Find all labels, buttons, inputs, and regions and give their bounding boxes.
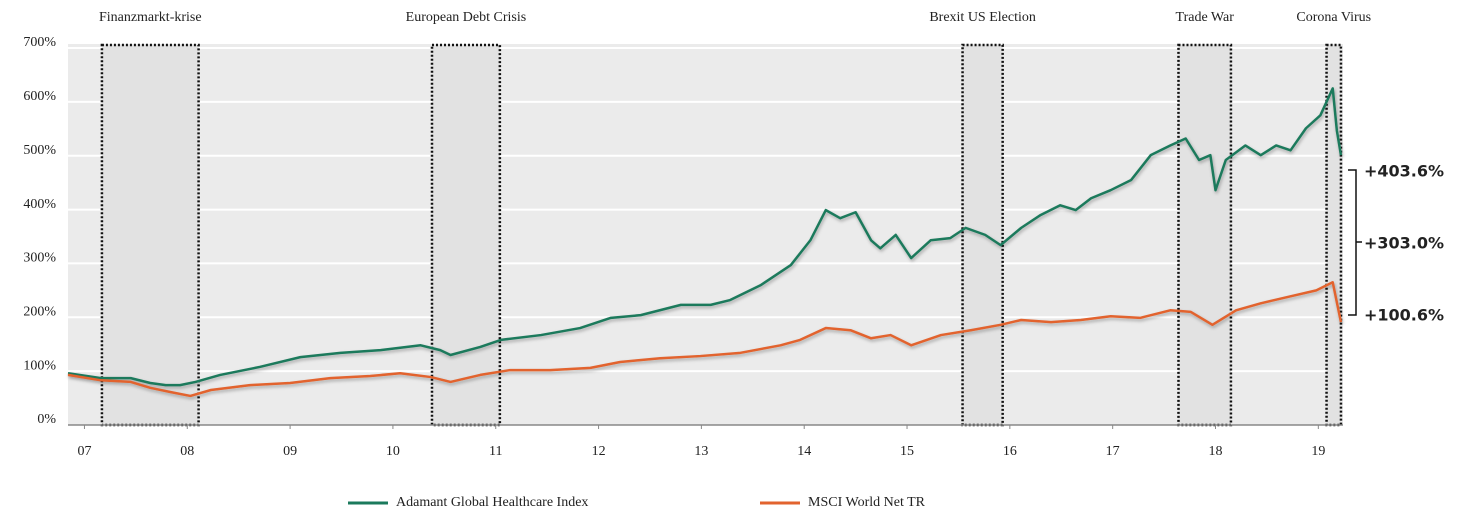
legend-label: MSCI World Net TR bbox=[808, 495, 926, 510]
x-tick-label: 09 bbox=[283, 444, 297, 459]
x-tick-label: 14 bbox=[797, 444, 811, 459]
grid bbox=[68, 47, 1343, 373]
x-tick-label: 17 bbox=[1106, 444, 1120, 459]
event-label: Trade War bbox=[1176, 10, 1235, 25]
event-label: Brexit US Election bbox=[929, 10, 1036, 25]
x-tick-label: 12 bbox=[592, 444, 606, 459]
x-tick-label: 18 bbox=[1209, 444, 1223, 459]
x-tick-label: 07 bbox=[77, 444, 91, 459]
y-tick-label: 500% bbox=[23, 143, 56, 158]
event-band bbox=[430, 43, 502, 427]
lines bbox=[67, 87, 1343, 398]
series-line bbox=[67, 281, 1343, 398]
annotation: +100.6% bbox=[1364, 306, 1444, 325]
y-tick-label: 0% bbox=[37, 412, 56, 427]
labels: 0% 100% 200% 300% 400% 500% 600% 700% 07 08 09 10 11… bbox=[23, 10, 1444, 510]
event-label: Finanzmarkt-krise bbox=[99, 10, 202, 25]
event-band bbox=[1177, 43, 1233, 427]
y-tick-label: 200% bbox=[23, 305, 56, 320]
y-tick-label: 700% bbox=[23, 35, 56, 50]
annotation: +303.0% bbox=[1364, 234, 1444, 253]
y-tick-label: 600% bbox=[23, 89, 56, 104]
y-tick-label: 400% bbox=[23, 197, 56, 212]
x-tick-label: 13 bbox=[694, 444, 708, 459]
y-tick-label: 100% bbox=[23, 358, 56, 373]
event-label: European Debt Crisis bbox=[406, 10, 527, 25]
x-tick-label: 19 bbox=[1311, 444, 1325, 459]
event-label: Corona Virus bbox=[1296, 10, 1371, 25]
bracket bbox=[1348, 169, 1362, 316]
events bbox=[100, 43, 1343, 427]
series-line bbox=[67, 87, 1343, 387]
x-tick-label: 16 bbox=[1003, 444, 1017, 459]
annotation: +403.6% bbox=[1364, 162, 1444, 181]
legend-label: Adamant Global Healthcare Index bbox=[396, 495, 588, 510]
event-band bbox=[100, 43, 200, 427]
y-tick-label: 300% bbox=[23, 251, 56, 266]
x-tick-label: 08 bbox=[180, 444, 194, 459]
x-tick-label: 11 bbox=[489, 444, 502, 459]
x-tick-label: 15 bbox=[900, 444, 914, 459]
x-tick-label: 10 bbox=[386, 444, 400, 459]
